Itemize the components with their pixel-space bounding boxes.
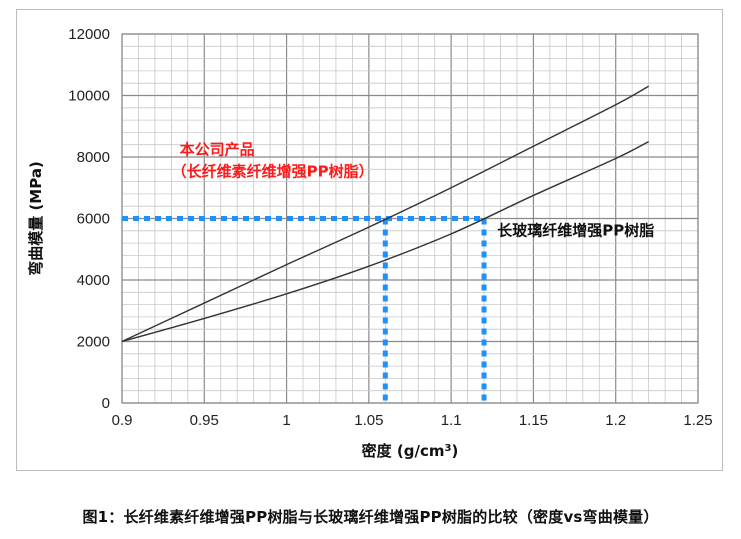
- series-line-1: [121, 85, 649, 343]
- x-tick-label: 1: [282, 412, 290, 429]
- x-tick-label: 1.15: [519, 412, 548, 429]
- y-tick-label: 12000: [68, 26, 110, 43]
- x-tick-label: 0.95: [190, 412, 219, 429]
- x-tick-label: 1.05: [354, 412, 383, 429]
- chart-frame: 0.9 0.95 1 1.05 1.1 1.15 1.2 1.25 0 2000 4000 6000 8…: [16, 9, 723, 471]
- y-tick-label: 10000: [68, 88, 110, 105]
- y-tick-label: 4000: [77, 272, 110, 289]
- y-tick-label: 8000: [77, 149, 110, 166]
- y-axis-title: 弯曲模量 (MPa): [27, 161, 45, 276]
- annotations: 本公司产品（长纤维素纤维增强PP树脂） 长玻璃纤维增强PP树脂: [172, 141, 655, 240]
- x-tick-label: 1.1: [441, 412, 462, 429]
- series-group: [121, 85, 649, 343]
- annotation-2: 长玻璃纤维增强PP树脂: [497, 221, 654, 239]
- y-tick-label: 6000: [77, 211, 110, 228]
- series-line-2: [121, 141, 649, 343]
- figure-caption: 图1：长纤维素纤维增强PP树脂与长玻璃纤维增强PP树脂的比较（密度vs弯曲模量）: [82, 508, 659, 526]
- reference-lines: [122, 216, 487, 403]
- chart-plot: 0.9 0.95 1 1.05 1.1 1.15 1.2 1.25 0 2000 4000 6000 8…: [27, 26, 713, 460]
- annotation-1: 本公司产品（长纤维素纤维增强PP树脂）: [172, 141, 374, 181]
- x-tick-label: 1.25: [683, 412, 712, 429]
- x-tick-label: 0.9: [112, 412, 133, 429]
- x-axis-title: 密度 (g/cm3): [362, 442, 459, 460]
- x-tick-label: 1.2: [605, 412, 626, 429]
- y-tick-label: 2000: [77, 334, 110, 351]
- tick-labels: 0.9 0.95 1 1.05 1.1 1.15 1.2 1.25 0 2000 4000 6000 8…: [68, 26, 712, 429]
- y-tick-label: 0: [102, 395, 110, 412]
